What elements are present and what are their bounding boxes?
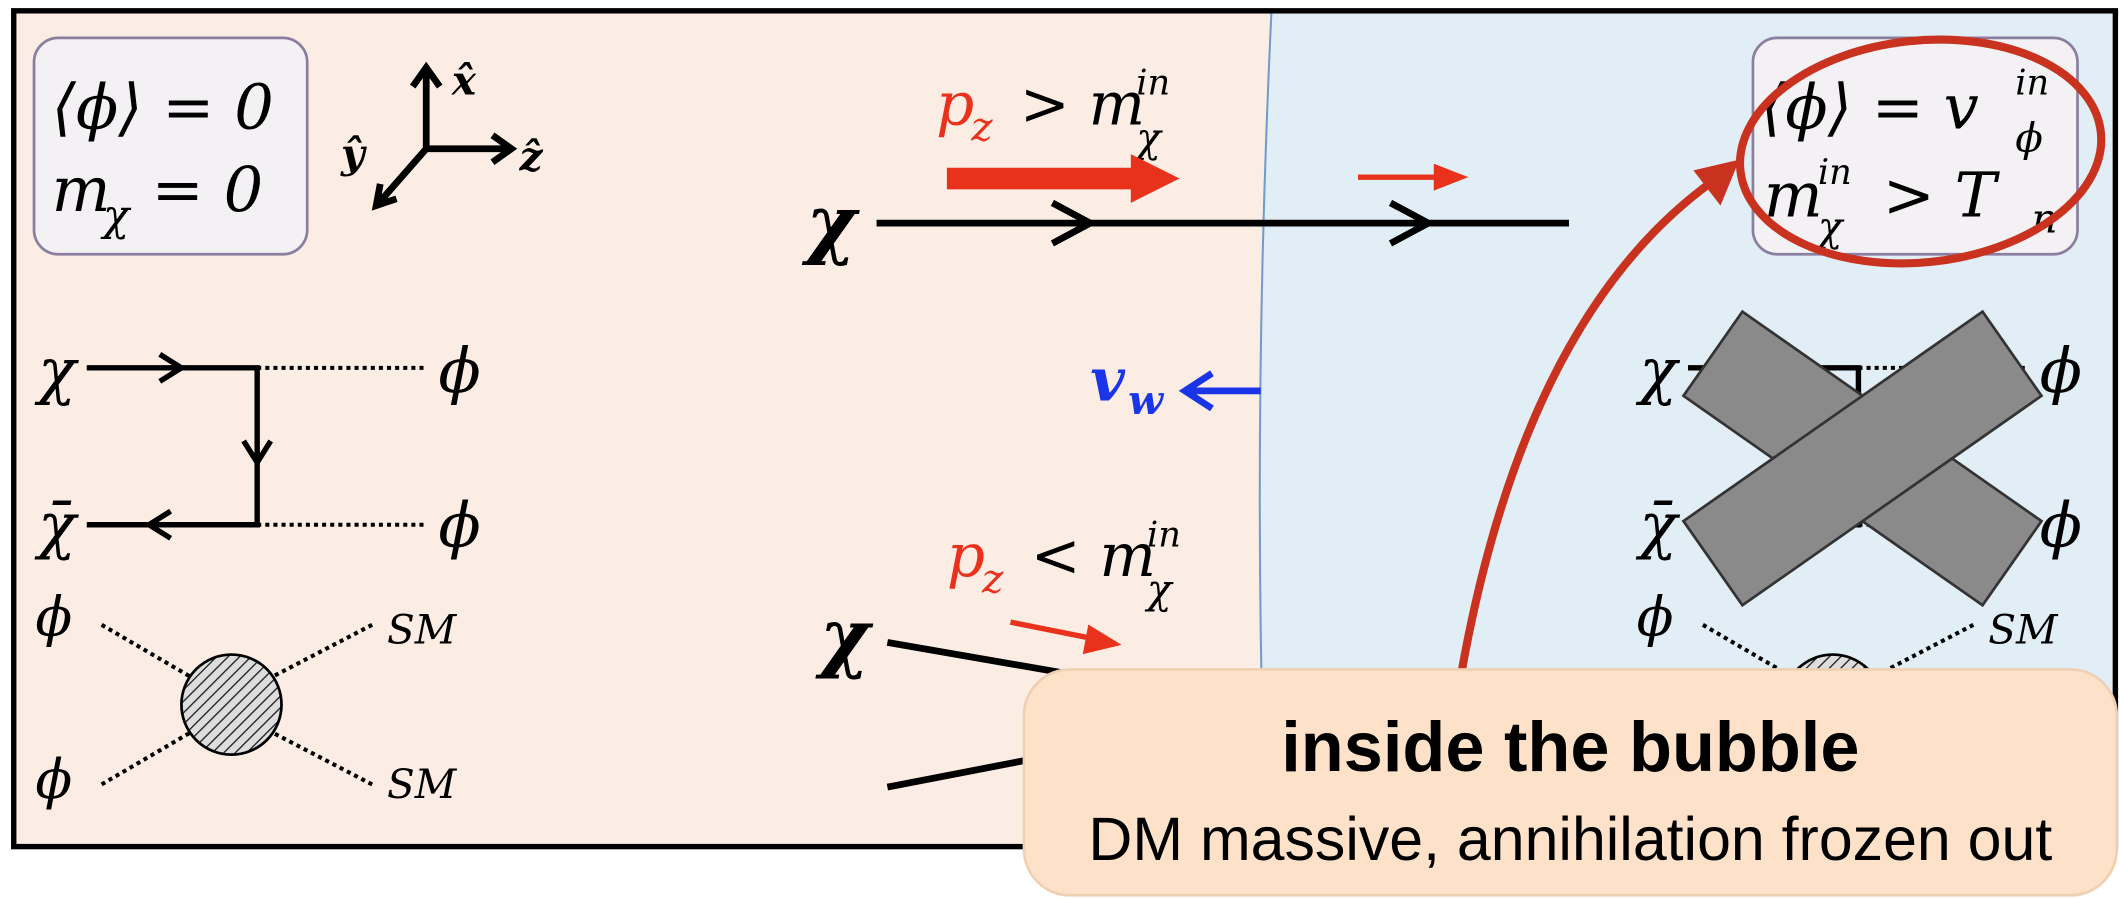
axis-label: ŷ bbox=[340, 130, 367, 178]
callout-title: inside the bubble bbox=[1281, 707, 1859, 786]
math-sub: z bbox=[970, 103, 993, 151]
math: p bbox=[947, 522, 985, 591]
diagram-label: ϕ bbox=[2040, 334, 2082, 407]
math-sub: w bbox=[1128, 376, 1165, 424]
math-sub: ϕ bbox=[2015, 113, 2043, 161]
diagram-label: ϕ bbox=[35, 748, 72, 811]
math: < m bbox=[1031, 522, 1156, 591]
math: = 0 bbox=[152, 153, 263, 226]
particle-label: χ bbox=[815, 592, 874, 681]
diagram-label: χ bbox=[34, 334, 79, 407]
math-sub: z bbox=[981, 554, 1004, 602]
math-sub: χ bbox=[1144, 565, 1174, 613]
outside-vev: ⟨ϕ⟩ = 0 bbox=[52, 70, 274, 143]
diagram: ⟨ϕ⟩ = 0 m χ = 0 x̂ ŷ ẑ p z > m χ in χ v … bbox=[0, 0, 2121, 898]
diagram-label: ϕ bbox=[1637, 586, 1674, 649]
diagram-label: SM bbox=[387, 760, 458, 808]
math-sup: in bbox=[2015, 63, 2049, 104]
math: v bbox=[1090, 345, 1126, 415]
math: p bbox=[936, 70, 974, 139]
math-sub: χ bbox=[1133, 113, 1163, 161]
particle-label: χ bbox=[801, 178, 860, 267]
diagram-label: ϕ bbox=[35, 586, 72, 649]
axis-label: ẑ bbox=[519, 132, 544, 180]
blob bbox=[181, 655, 281, 755]
math-sup: in bbox=[1818, 152, 1852, 193]
diagram-label: SM bbox=[1988, 606, 2059, 654]
diagram-label: ϕ bbox=[438, 334, 480, 407]
math-sup: in bbox=[1147, 514, 1181, 555]
math: > T bbox=[1883, 158, 2001, 231]
diagram-label: χ̄ bbox=[1635, 488, 1680, 561]
math-sub: χ bbox=[100, 191, 132, 241]
callout-subtitle: DM massive, annihilation frozen out bbox=[1088, 805, 2052, 873]
math-sup: in bbox=[1136, 63, 1170, 104]
math: > m bbox=[1020, 70, 1145, 139]
diagram-label: ϕ bbox=[438, 488, 480, 561]
diagram-label: χ̄ bbox=[34, 488, 79, 561]
diagram-label: χ bbox=[1635, 334, 1680, 407]
math-sub: χ bbox=[1815, 203, 1845, 251]
axis-label: x̂ bbox=[451, 57, 477, 105]
math: m bbox=[52, 153, 111, 226]
diagram-label: SM bbox=[387, 606, 458, 654]
diagram-label: ϕ bbox=[2040, 488, 2082, 561]
